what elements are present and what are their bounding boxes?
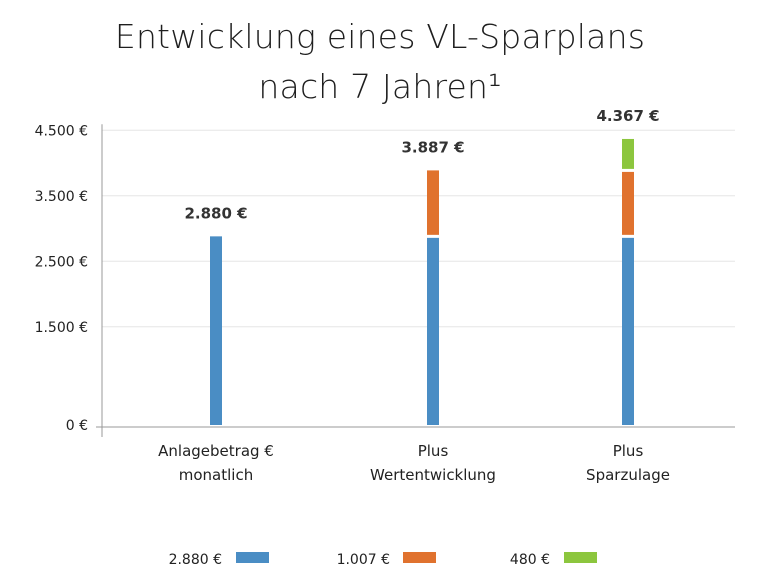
legend-label: 480 € — [510, 552, 550, 568]
category-label: Wertentwicklung — [370, 466, 496, 484]
total-label: 2.880 € — [184, 204, 247, 222]
y-tick-label: 2.500 € — [35, 254, 88, 270]
y-tick-label: 0 € — [66, 418, 88, 434]
legend-label: 2.880 € — [169, 552, 222, 568]
bar-segment-2-1 — [427, 236, 439, 425]
legend-label: 1.007 € — [337, 552, 390, 568]
total-label: 3.887 € — [401, 138, 464, 156]
bars — [210, 138, 634, 425]
bar-segment-3-3 — [622, 138, 634, 171]
chart-title-line-2: nach 7 Jahren¹ — [258, 67, 502, 106]
legend-swatch — [403, 552, 436, 563]
category-label: monatlich — [179, 466, 253, 484]
x-axis: Anlagebetrag € monatlich Plus Wertentwicklu… — [96, 426, 735, 484]
total-labels: 2.880 € 3.887 € 4.367 € — [184, 107, 659, 222]
bar-segment-1-1 — [210, 236, 222, 425]
total-label: 4.367 € — [596, 107, 659, 125]
legend-swatch — [564, 552, 597, 563]
category-label: Plus — [613, 442, 644, 460]
bar-segment-2-2 — [427, 170, 439, 237]
y-axis: 0 € 1.500 € 2.500 € 3.500 € 4.500 € — [35, 123, 103, 437]
y-tick-label: 4.500 € — [35, 123, 88, 139]
y-tick-label: 3.500 € — [35, 189, 88, 205]
chart-title: Entwicklung eines VL-Sparplans nach 7 Ja… — [0, 12, 760, 112]
chart-title-line-1: Entwicklung eines VL-Sparplans — [114, 17, 646, 56]
gridlines — [102, 129, 735, 328]
bar-segment-3-2 — [622, 170, 634, 237]
segment-separator — [622, 234, 634, 238]
bar-segment-3-1 — [622, 236, 634, 425]
legend-swatch — [236, 552, 269, 563]
segment-separator — [622, 168, 634, 172]
category-label: Plus — [418, 442, 449, 460]
legend: 2.880 € 1.007 € 480 € — [169, 552, 597, 568]
segment-separator — [427, 234, 439, 238]
category-label: Anlagebetrag € — [158, 442, 274, 460]
y-tick-label: 1.500 € — [35, 320, 88, 336]
category-label: Sparzulage — [586, 466, 670, 484]
